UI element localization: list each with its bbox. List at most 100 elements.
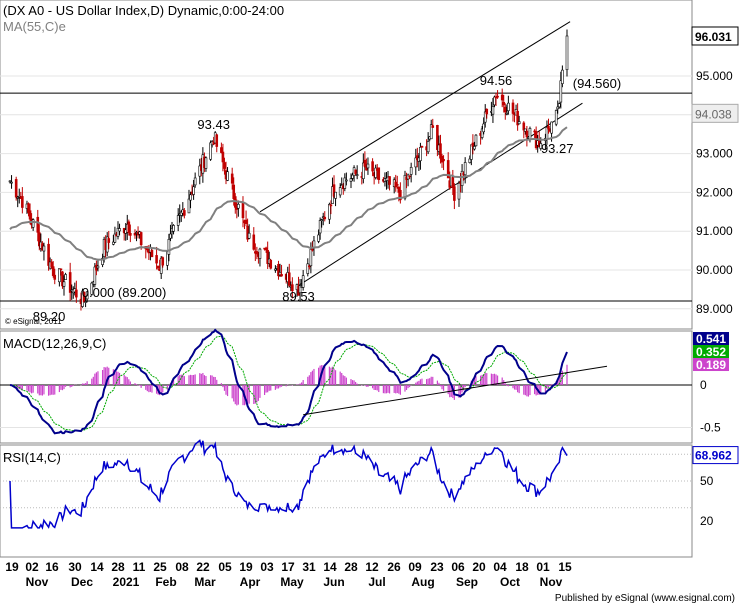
price-bar-body [159, 257, 163, 274]
rsi-value-label: 68.962 [695, 449, 732, 463]
price-tick-label: 92.000 [696, 185, 733, 199]
channel-upper-line [259, 21, 571, 213]
price-bar-body [139, 232, 143, 246]
price-bar-body [414, 157, 418, 168]
date-tick-label: 20 [472, 560, 486, 574]
price-bar-body [8, 180, 12, 183]
price-axis: 95.000 93.000 92.000 91.000 90.000 89.000 96.0… [691, 26, 739, 316]
price-bar-body [409, 167, 413, 175]
date-tick-label: 26 [387, 560, 401, 574]
price-bar-body [363, 159, 367, 167]
macd-label: MACD(12,26,9,C) [3, 336, 106, 351]
price-bar-body [351, 174, 354, 179]
price-tick-label: 93.000 [696, 147, 733, 161]
price-bar-body [377, 167, 381, 181]
price-bar-body [192, 186, 195, 195]
date-tick-label: 18 [515, 560, 529, 574]
price-bar-body [493, 96, 496, 106]
price-bar-body [246, 225, 249, 240]
price-bar-body [133, 232, 137, 236]
price-bar-body [395, 184, 399, 186]
price-bar-body [85, 291, 89, 300]
price-bar-body [507, 102, 510, 112]
price-annotation: (94.560) [573, 76, 621, 91]
price-grid [0, 75, 692, 310]
macd-tick-label: -0.5 [700, 421, 721, 435]
price-bar-body [16, 197, 20, 199]
price-bar-body [470, 144, 473, 160]
date-axis: 19 02 16 30 14 28 11 25 08 22 05 19 03 17 31 14 28 12 26 09… [5, 560, 572, 589]
price-bar-body [471, 142, 475, 147]
price-bar-body [266, 250, 269, 264]
date-tick-label: 25 [153, 560, 167, 574]
price-bar-body [502, 102, 506, 106]
price-bar-body [524, 128, 527, 132]
price-bar-body [167, 239, 171, 255]
ma-line [9, 126, 568, 261]
price-bar-body [247, 232, 251, 239]
price-bar-body [17, 196, 21, 198]
last-price-box [691, 26, 739, 46]
price-bar-body [209, 142, 212, 160]
price-annotation: 93.43 [197, 117, 230, 132]
price-bar-body [511, 102, 515, 114]
price-bar-body [349, 178, 353, 182]
price-bar-body [457, 183, 461, 200]
price-bar-body [500, 94, 504, 101]
price-bar-body [150, 250, 154, 258]
price-bar-body [491, 106, 495, 115]
price-bar-body [291, 284, 294, 292]
price-bar-body [451, 177, 455, 189]
date-tick-label: 22 [196, 560, 210, 574]
month-label: Feb [155, 575, 176, 589]
date-tick-label: 19 [5, 560, 19, 574]
price-bar-body [408, 175, 411, 178]
price-bar-body [446, 160, 450, 179]
price-bar-body [198, 165, 202, 177]
price-bar-body [320, 219, 323, 222]
date-tick-label: 02 [25, 560, 39, 574]
price-bar-body [215, 134, 219, 147]
price-bar-body [340, 184, 344, 187]
rsi-panel: RSI(14,C) [0, 439, 693, 558]
price-bar-body [463, 162, 467, 176]
price-bar-body [557, 103, 561, 108]
price-bar-body [172, 225, 175, 232]
price-bar-body [223, 162, 226, 169]
price-bar-body [366, 163, 370, 169]
date-tick-label: 15 [558, 560, 572, 574]
price-bar-body [75, 289, 78, 298]
price-bar-body [96, 265, 100, 269]
month-label: Aug [411, 575, 434, 589]
price-bar-body [482, 123, 485, 133]
month-label: Oct [500, 575, 520, 589]
price-bar-body [14, 179, 18, 198]
date-tick-label: 09 [408, 560, 422, 574]
macd-trendline [303, 365, 608, 416]
price-bar-body [193, 177, 197, 186]
price-panel-frame [0, 0, 693, 330]
price-bar-body [59, 268, 63, 271]
price-bar-body [232, 184, 236, 200]
month-label: Mar [194, 575, 216, 589]
price-bar-body [101, 257, 104, 265]
ma-label: MA(55,C)e [3, 19, 66, 34]
price-bar-body [505, 112, 509, 115]
price-bar-body [62, 281, 66, 287]
last-price-label: 96.031 [695, 30, 732, 44]
price-bar-body [84, 301, 87, 303]
date-tick-label: 17 [281, 560, 295, 574]
month-label: Apr [240, 575, 261, 589]
price-bar-body [10, 181, 13, 184]
price-bar-body [169, 233, 172, 239]
month-label: 2021 [113, 575, 140, 589]
price-bar-body [36, 216, 40, 233]
horizontal-lines [0, 92, 692, 302]
price-bar-body [107, 238, 111, 243]
macd-panel: MACD(12,26,9,C) [0, 328, 693, 444]
price-bar-body [565, 35, 569, 70]
date-tick-label: 30 [68, 560, 82, 574]
price-bar-body [317, 234, 320, 242]
price-bar-body [68, 272, 72, 293]
